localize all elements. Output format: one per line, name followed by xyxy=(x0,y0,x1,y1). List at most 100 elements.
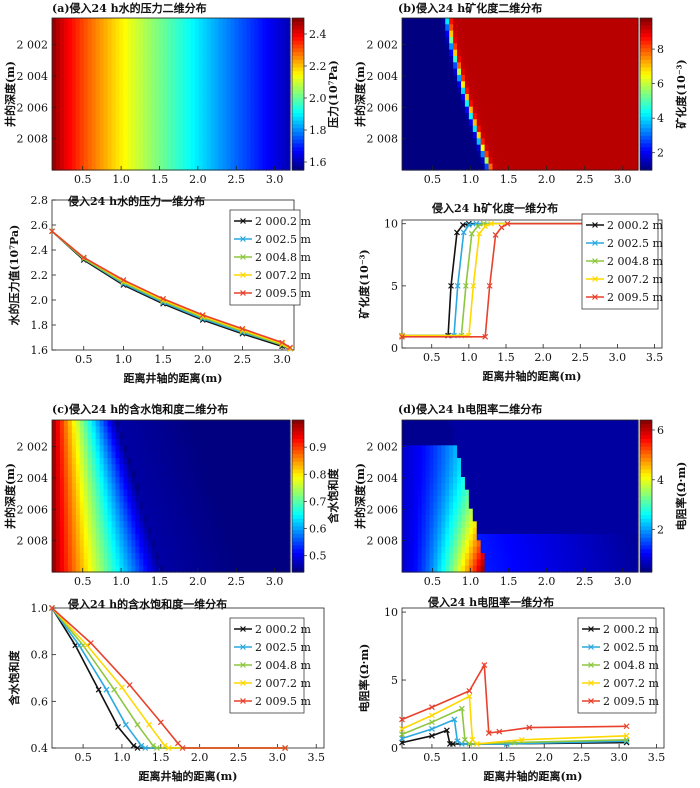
heatmap-cell xyxy=(131,138,136,146)
heatmap-cell xyxy=(167,426,172,434)
heatmap-cell xyxy=(206,37,212,44)
colorbar-segment xyxy=(292,560,304,565)
heatmap-cell xyxy=(79,432,85,440)
heatmap-cell xyxy=(476,151,482,158)
heatmap-cell xyxy=(131,458,136,465)
heatmap-cell xyxy=(194,521,200,529)
panel-title: (a)侵入24 h水的压力二维分布 xyxy=(52,1,207,15)
heatmap-cell xyxy=(127,94,132,101)
heatmap-cell xyxy=(571,18,576,25)
heatmap-cell xyxy=(147,49,152,57)
plot-frame xyxy=(51,419,291,573)
heatmap-cell xyxy=(55,24,61,32)
heatmap-cell xyxy=(437,87,442,95)
heatmap-cell xyxy=(167,24,172,32)
heatmap-cell xyxy=(226,508,232,516)
heatmap-cell xyxy=(55,546,61,554)
heatmap-cell xyxy=(63,113,69,120)
heatmap-cell xyxy=(504,87,509,95)
heatmap-cell xyxy=(274,163,279,171)
colorbar-segment xyxy=(292,518,304,524)
heatmap-cell xyxy=(190,87,196,95)
heatmap-cell xyxy=(178,489,184,497)
heatmap-cell xyxy=(119,426,124,434)
heatmap-cell xyxy=(143,18,148,25)
heatmap-cell xyxy=(67,87,73,95)
heatmap-cell xyxy=(178,75,184,82)
heatmap-cell xyxy=(59,56,65,63)
heatmap-cell xyxy=(87,151,93,158)
heatmap-cell xyxy=(445,49,450,57)
heatmap-cell xyxy=(258,24,263,32)
heatmap-cell xyxy=(278,489,283,497)
heatmap-cell xyxy=(551,49,556,57)
heatmap-cell xyxy=(262,527,267,535)
heatmap-cell xyxy=(135,458,140,465)
heatmap-cell xyxy=(167,515,172,522)
heatmap-cell xyxy=(417,163,423,171)
heatmap-cell xyxy=(286,113,291,120)
heatmap-cell xyxy=(258,125,263,133)
heatmap-cell xyxy=(63,477,69,484)
heatmap-cell xyxy=(119,37,124,44)
heatmap-cell xyxy=(159,534,164,541)
heatmap-cell xyxy=(496,62,501,70)
heatmap-cell xyxy=(464,163,470,171)
heatmap-cell xyxy=(445,144,450,152)
heatmap-cell xyxy=(83,565,89,573)
heatmap-cell xyxy=(194,464,200,472)
heatmap-cell xyxy=(254,37,259,44)
heatmap-cell xyxy=(206,559,212,567)
heatmap-cell xyxy=(449,439,454,446)
heatmap-cell xyxy=(461,125,466,133)
heatmap-cell xyxy=(151,18,156,25)
heatmap-cell xyxy=(171,81,176,89)
heatmap-cell xyxy=(278,559,283,567)
heatmap-cell xyxy=(610,113,615,120)
heatmap-cell xyxy=(198,37,204,44)
heatmap-cell xyxy=(453,445,458,453)
heatmap-cell xyxy=(634,144,639,152)
heatmap-cell xyxy=(421,151,427,158)
heatmap-cell xyxy=(449,138,454,146)
heatmap-cell xyxy=(531,125,537,133)
heatmap-cell xyxy=(238,445,243,453)
series-point xyxy=(454,282,461,289)
heatmap-cell xyxy=(131,477,136,484)
heatmap-cell xyxy=(79,100,85,108)
heatmap-cell xyxy=(278,483,283,491)
heatmap-cell xyxy=(405,106,411,114)
heatmap-cell xyxy=(547,106,553,114)
heatmap-cell xyxy=(123,502,128,510)
heatmap-cell xyxy=(468,62,474,70)
heatmap-cell xyxy=(606,163,612,171)
colorbar-segment xyxy=(292,435,304,440)
heatmap-cell xyxy=(75,508,81,516)
heatmap-cell xyxy=(563,106,568,114)
heatmap-cell xyxy=(618,43,623,51)
series-point xyxy=(199,312,206,318)
heatmap-cell xyxy=(476,420,482,427)
heatmap-cell xyxy=(83,470,89,478)
heatmap-cell xyxy=(95,445,101,453)
heatmap-cell xyxy=(202,451,208,459)
heatmap-cell xyxy=(238,163,243,171)
heatmap-cell xyxy=(103,527,109,535)
heatmap-cell xyxy=(230,553,236,560)
heatmap-cell xyxy=(278,81,283,89)
heatmap-cell xyxy=(115,144,121,152)
heatmap-cell xyxy=(210,113,216,120)
heatmap-cell xyxy=(602,163,608,171)
heatmap-cell xyxy=(258,94,263,101)
heatmap-cell xyxy=(131,534,136,541)
heatmap-cell xyxy=(614,439,619,446)
heatmap-cell xyxy=(262,106,267,114)
heatmap-cell xyxy=(186,521,192,529)
heatmap-cell xyxy=(75,439,81,446)
heatmap-cell xyxy=(472,68,478,76)
heatmap-cell xyxy=(516,144,521,152)
heatmap-cell xyxy=(286,37,291,44)
heatmap-cell xyxy=(242,132,247,139)
heatmap-cell xyxy=(75,68,81,76)
heatmap-cell xyxy=(210,68,216,76)
